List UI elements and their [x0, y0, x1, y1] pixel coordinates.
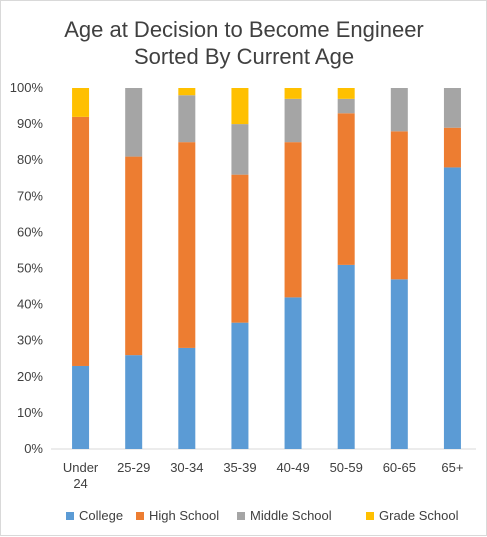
bar-segment [390, 131, 408, 280]
x-tick-label: 40-49 [276, 460, 309, 475]
bar-segment [337, 113, 355, 265]
bar-segment [390, 279, 408, 449]
bar-segment [443, 167, 461, 450]
bar-segment [125, 156, 143, 356]
y-tick-label: 60% [17, 224, 43, 239]
bar-segment [443, 88, 461, 128]
bars [72, 88, 461, 450]
y-tick-label: 30% [17, 333, 43, 348]
y-tick-label: 70% [17, 188, 43, 203]
bar-segment [72, 88, 90, 117]
legend-swatch [136, 512, 144, 520]
bar-segment [178, 88, 196, 96]
bar-segment [284, 297, 302, 449]
x-tick-label: 25-29 [117, 460, 150, 475]
bar-segment [231, 124, 249, 175]
bar-segment [231, 322, 249, 449]
legend-swatch [366, 512, 374, 520]
bar-segment [284, 88, 302, 99]
bar-segment [337, 88, 355, 99]
bar-segment [443, 127, 461, 168]
legend-item: College [66, 508, 123, 523]
x-tick-label: 35-39 [223, 460, 256, 475]
bar-segment [178, 347, 196, 449]
bar-segment [72, 365, 90, 449]
x-tick-label: 60-65 [383, 460, 416, 475]
bar-segment [231, 174, 249, 323]
legend-swatch [66, 512, 74, 520]
y-tick-label: 80% [17, 152, 43, 167]
bar-segment [125, 355, 143, 449]
x-tick-label: Under [63, 460, 99, 475]
y-tick-label: 90% [17, 116, 43, 131]
bar-segment [72, 116, 90, 366]
bar-segment [178, 142, 196, 348]
y-tick-label: 20% [17, 369, 43, 384]
legend-swatch [237, 512, 245, 520]
legend-item: Grade School [366, 508, 459, 523]
x-tick-label: 24 [73, 476, 87, 491]
y-tick-label: 0% [24, 441, 43, 456]
y-tick-label: 40% [17, 297, 43, 312]
legend: College High School Middle School Grade Sch… [66, 508, 459, 523]
legend-item: Middle School [237, 508, 332, 523]
y-tick-label: 50% [17, 261, 43, 276]
bar-segment [284, 142, 302, 298]
legend-item: High School [136, 508, 219, 523]
chart-title: Age at Decision to Become EngineerSorted… [64, 17, 424, 69]
legend-label: High School [149, 508, 219, 523]
legend-label: Middle School [250, 508, 332, 523]
bar-segment [390, 88, 408, 132]
bar-segment [125, 88, 143, 157]
legend-label: Grade School [379, 508, 459, 523]
bar-segment [178, 95, 196, 143]
x-tick-label: 30-34 [170, 460, 203, 475]
x-tick-label: 65+ [441, 460, 463, 475]
chart-title-line: Age at Decision to Become Engineer [64, 17, 424, 42]
legend-label: College [79, 508, 123, 523]
y-axis: 0% 10% 20% 30% 40% 50% 60% 70% 80% 90% 100% [10, 80, 476, 456]
y-tick-label: 100% [10, 80, 44, 95]
bar-segment [231, 88, 249, 125]
bar-segment [337, 98, 355, 114]
bar-segment [337, 264, 355, 449]
x-tick-label: 50-59 [330, 460, 363, 475]
chart-title-line: Sorted By Current Age [134, 44, 354, 69]
bar-segment [284, 98, 302, 143]
y-tick-label: 10% [17, 405, 43, 420]
